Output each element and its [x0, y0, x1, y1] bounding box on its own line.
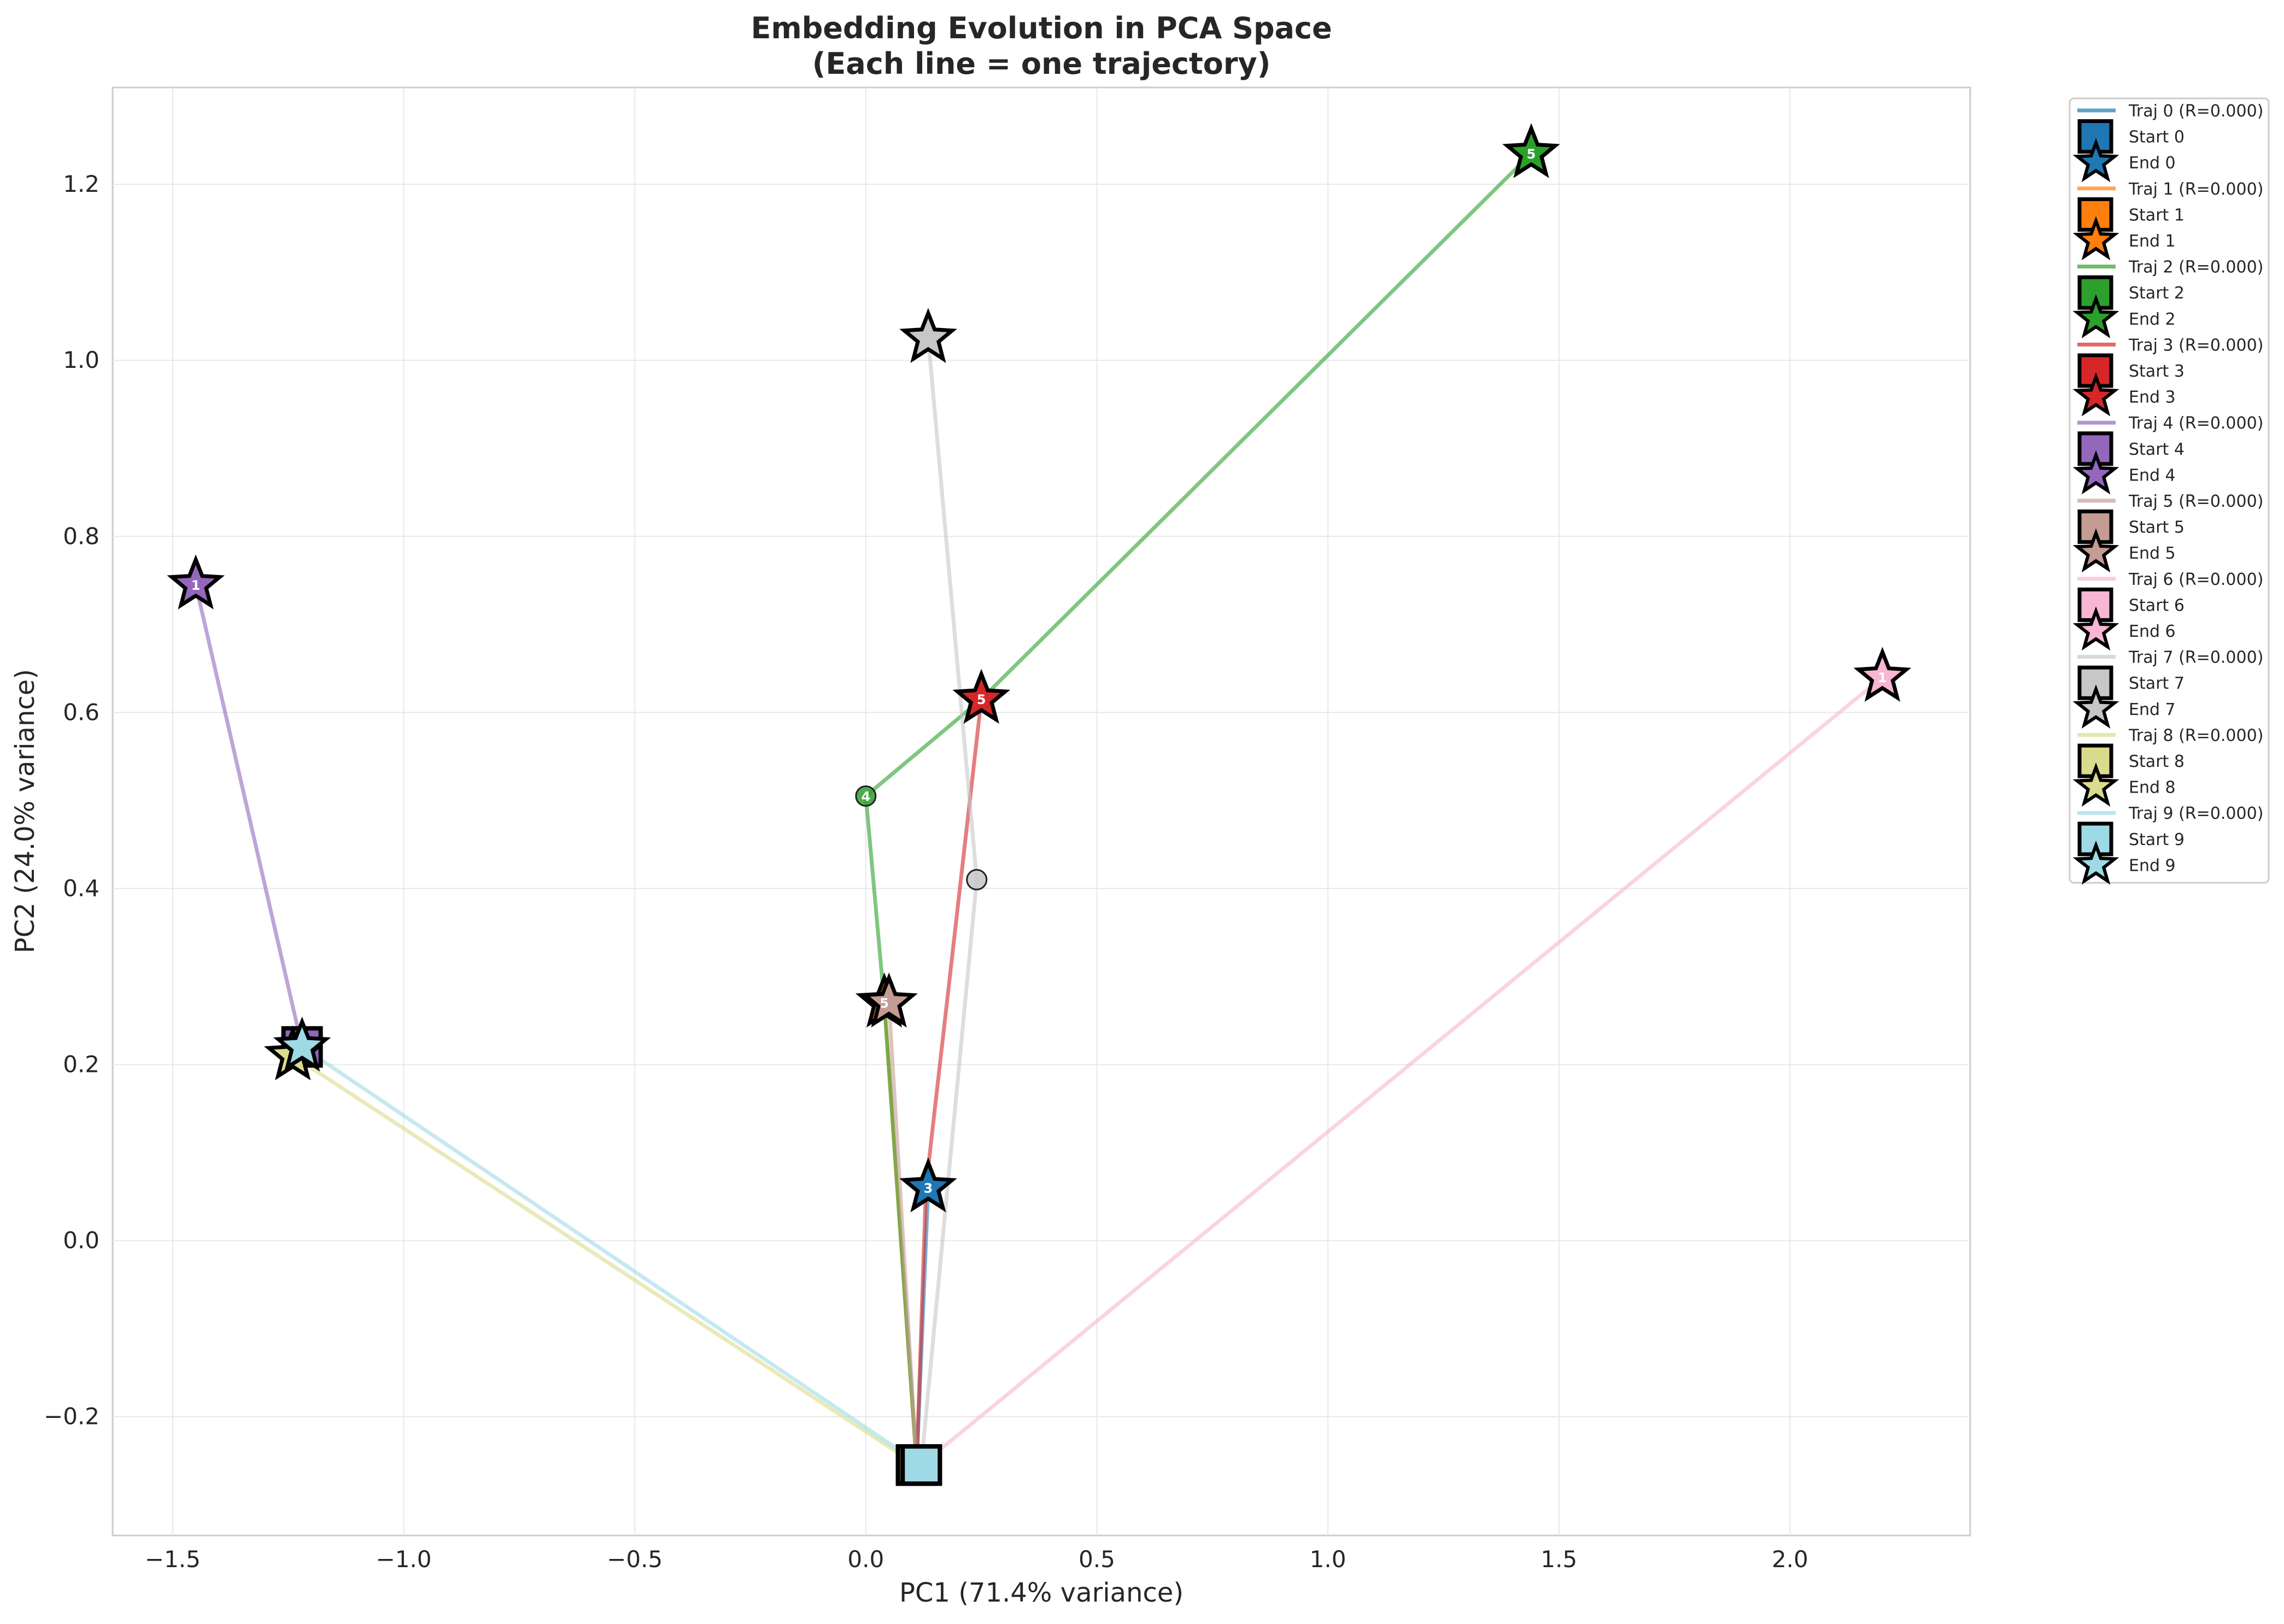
trajectory-line-4	[194, 583, 304, 1049]
legend-end-label: End 1	[2129, 232, 2176, 251]
trajectory-line-9	[300, 1045, 923, 1467]
legend-end-label: End 0	[2129, 154, 2176, 173]
point-step-label: 5	[977, 692, 986, 707]
x-tick-label: 1.0	[1310, 1546, 1346, 1573]
legend-start-label: Start 4	[2129, 440, 2185, 459]
y-tick-label: 1.2	[63, 171, 99, 197]
legend-start-label: Start 1	[2129, 206, 2185, 225]
end-marker-0	[899, 1157, 957, 1212]
x-tick-label: −1.0	[376, 1546, 432, 1573]
legend-end-swatch-2	[2072, 294, 2119, 338]
legend-start-label: Start 9	[2129, 830, 2185, 849]
legend-end-label: End 5	[2129, 544, 2176, 563]
y-tick-label: 0.4	[63, 875, 99, 901]
y-tick-label: −0.2	[44, 1403, 99, 1430]
x-tick-label: −1.5	[145, 1546, 201, 1573]
grid-layer	[113, 87, 1970, 1535]
end-marker-4	[167, 554, 225, 609]
legend-end-label: End 9	[2129, 856, 2176, 875]
legend-frame	[2069, 97, 2270, 884]
legend-end-label: End 7	[2129, 700, 2176, 719]
legend-end-swatch-7	[2072, 684, 2119, 729]
trajectory-point-2	[855, 785, 877, 807]
legend-end-swatch-4	[2072, 450, 2119, 495]
chart-title-line2: (Each line = one trajectory)	[812, 46, 1271, 81]
legend-traj-label: Traj 2 (R=0.000)	[2128, 258, 2263, 277]
legend-start-swatch-9	[2077, 822, 2113, 857]
start-marker-9	[900, 1444, 942, 1486]
end-marker-9	[273, 1016, 331, 1072]
y-tick-label: 1.0	[63, 347, 99, 373]
legend-items: Traj 0 (R=0.000) Start 0 End 0 Traj 1 (R=0.…	[2072, 102, 2263, 885]
legend-start-label: Start 7	[2129, 674, 2185, 693]
x-tick-label: 0.5	[1079, 1546, 1115, 1573]
end-marker-7	[899, 308, 957, 363]
y-tick-label: 0.6	[63, 699, 99, 725]
legend-end-swatch-9	[2072, 840, 2119, 885]
trajectory-point-7	[966, 869, 988, 890]
trajectory-markers: 4 5 5 3 5 1 1	[167, 123, 1912, 1486]
y-tick-label: 0.8	[63, 523, 99, 549]
legend-start-label: Start 2	[2129, 284, 2185, 303]
legend-start-swatch-3	[2077, 353, 2113, 388]
y-axis-label: PC2 (24.0% variance)	[10, 669, 40, 953]
end-marker-2	[1502, 123, 1560, 178]
x-tick-label: 0.0	[847, 1546, 884, 1573]
trajectory-line-6	[919, 675, 1884, 1467]
legend-end-swatch-1	[2072, 216, 2119, 261]
legend-end-label: End 8	[2129, 778, 2176, 798]
x-tick-label: −0.5	[607, 1546, 663, 1573]
chart-title-line1: Embedding Evolution in PCA Space	[751, 11, 1332, 45]
legend: Traj 0 (R=0.000) Start 0 End 0 Traj 1 (R=0.…	[2069, 97, 2270, 885]
end-marker-3	[952, 669, 1010, 724]
x-axis-label: PC1 (71.4% variance)	[899, 1578, 1184, 1608]
legend-traj-label: Traj 3 (R=0.000)	[2128, 336, 2263, 355]
x-tick-label: 2.0	[1772, 1546, 1808, 1573]
legend-end-label: End 2	[2129, 310, 2176, 329]
y-tick-label: 0.2	[63, 1051, 99, 1077]
y-tick-label: 0.0	[63, 1227, 99, 1254]
legend-traj-label: Traj 6 (R=0.000)	[2128, 570, 2263, 589]
legend-traj-label: Traj 8 (R=0.000)	[2128, 726, 2263, 745]
point-step-label: 3	[924, 1181, 933, 1196]
legend-traj-label: Traj 7 (R=0.000)	[2128, 648, 2263, 667]
legend-end-swatch-6	[2072, 606, 2119, 651]
point-step-label: 1	[1878, 670, 1887, 685]
plot-frame	[112, 86, 1971, 1537]
legend-start-swatch-2	[2077, 275, 2113, 310]
end-marker-6	[1853, 647, 1912, 702]
end-marker-5	[860, 972, 918, 1028]
legend-traj-label: Traj 4 (R=0.000)	[2128, 414, 2263, 433]
legend-start-label: Start 0	[2129, 128, 2185, 147]
legend-end-label: End 3	[2129, 388, 2176, 407]
legend-start-label: Start 6	[2129, 596, 2185, 615]
point-step-label: 5	[880, 996, 889, 1011]
legend-start-swatch-6	[2077, 587, 2113, 622]
x-tick-label: 1.5	[1541, 1546, 1577, 1573]
legend-start-label: Start 3	[2129, 362, 2185, 381]
point-step-label: 1	[191, 578, 201, 593]
legend-end-label: End 4	[2129, 466, 2176, 485]
legend-end-swatch-8	[2072, 762, 2119, 807]
legend-start-label: Start 8	[2129, 752, 2185, 771]
legend-end-label: End 6	[2129, 622, 2176, 641]
legend-traj-label: Traj 9 (R=0.000)	[2128, 804, 2263, 823]
trajectory-line-5	[887, 1001, 919, 1467]
trajectory-line-8	[291, 1053, 919, 1467]
y-axis-ticks: −0.2 0.0 0.2 0.4 0.6 0.8 1.0 1.2	[44, 171, 99, 1429]
legend-end-swatch-3	[2072, 372, 2119, 417]
plot-area: 4 5 5 3 5 1 1	[112, 86, 1971, 1537]
legend-start-label: Start 5	[2129, 518, 2185, 537]
x-axis-ticks: −1.5 −1.0 −0.5 0.0 0.5 1.0 1.5 2.0	[145, 1546, 1808, 1573]
legend-end-swatch-5	[2072, 528, 2119, 573]
point-step-label: 5	[1527, 146, 1536, 162]
point-step-label: 4	[861, 789, 870, 804]
legend-start-swatch-1	[2077, 197, 2113, 232]
legend-traj-label: Traj 5 (R=0.000)	[2128, 492, 2263, 511]
legend-traj-label: Traj 0 (R=0.000)	[2128, 102, 2263, 121]
legend-end-swatch-0	[2072, 138, 2119, 183]
legend-traj-label: Traj 1 (R=0.000)	[2128, 180, 2263, 199]
